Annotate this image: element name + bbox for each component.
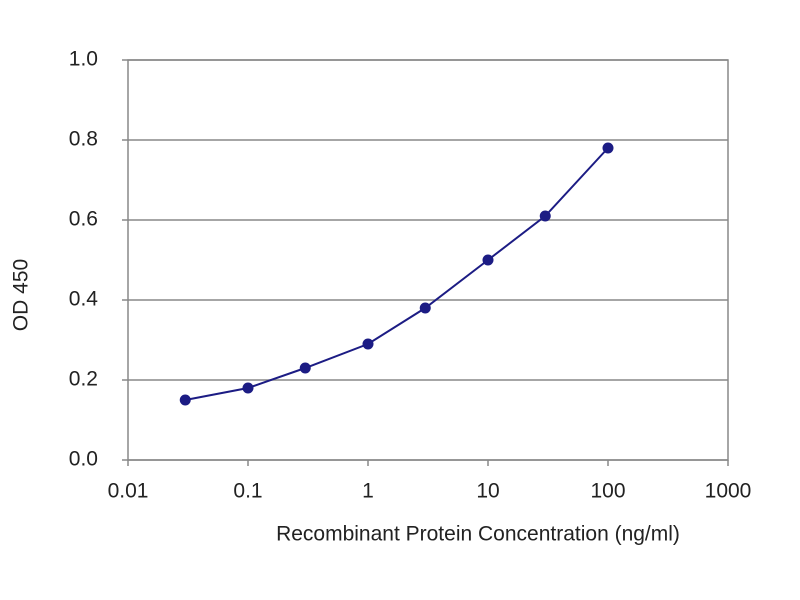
data-line	[185, 147, 609, 401]
x-tick-label: 1	[362, 480, 374, 503]
y-tick-label: 0.6	[69, 208, 98, 231]
y-tick-label: 0.0	[69, 448, 98, 471]
x-axis-label: Recombinant Protein Concentration (ng/ml…	[276, 523, 680, 546]
y-axis-label: OD 450	[10, 259, 33, 331]
x-tick-label: 1000	[705, 480, 752, 503]
x-tick-label: 0.1	[233, 480, 262, 503]
y-tick-label: 0.2	[69, 368, 98, 391]
data-point	[299, 362, 311, 374]
data-point	[539, 210, 551, 222]
plot-area	[127, 59, 729, 461]
data-point	[362, 338, 374, 350]
data-point	[242, 382, 254, 394]
y-tick-label: 1.0	[69, 48, 98, 71]
x-tick-label: 0.01	[108, 480, 149, 503]
x-tick-label: 10	[476, 480, 499, 503]
x-tick-label: 100	[590, 480, 625, 503]
data-point	[419, 302, 431, 314]
data-point	[179, 394, 191, 406]
y-tick-label: 0.4	[69, 288, 99, 311]
data-point	[602, 142, 614, 154]
y-tick-label: 0.8	[69, 128, 98, 151]
data-point	[482, 254, 494, 266]
